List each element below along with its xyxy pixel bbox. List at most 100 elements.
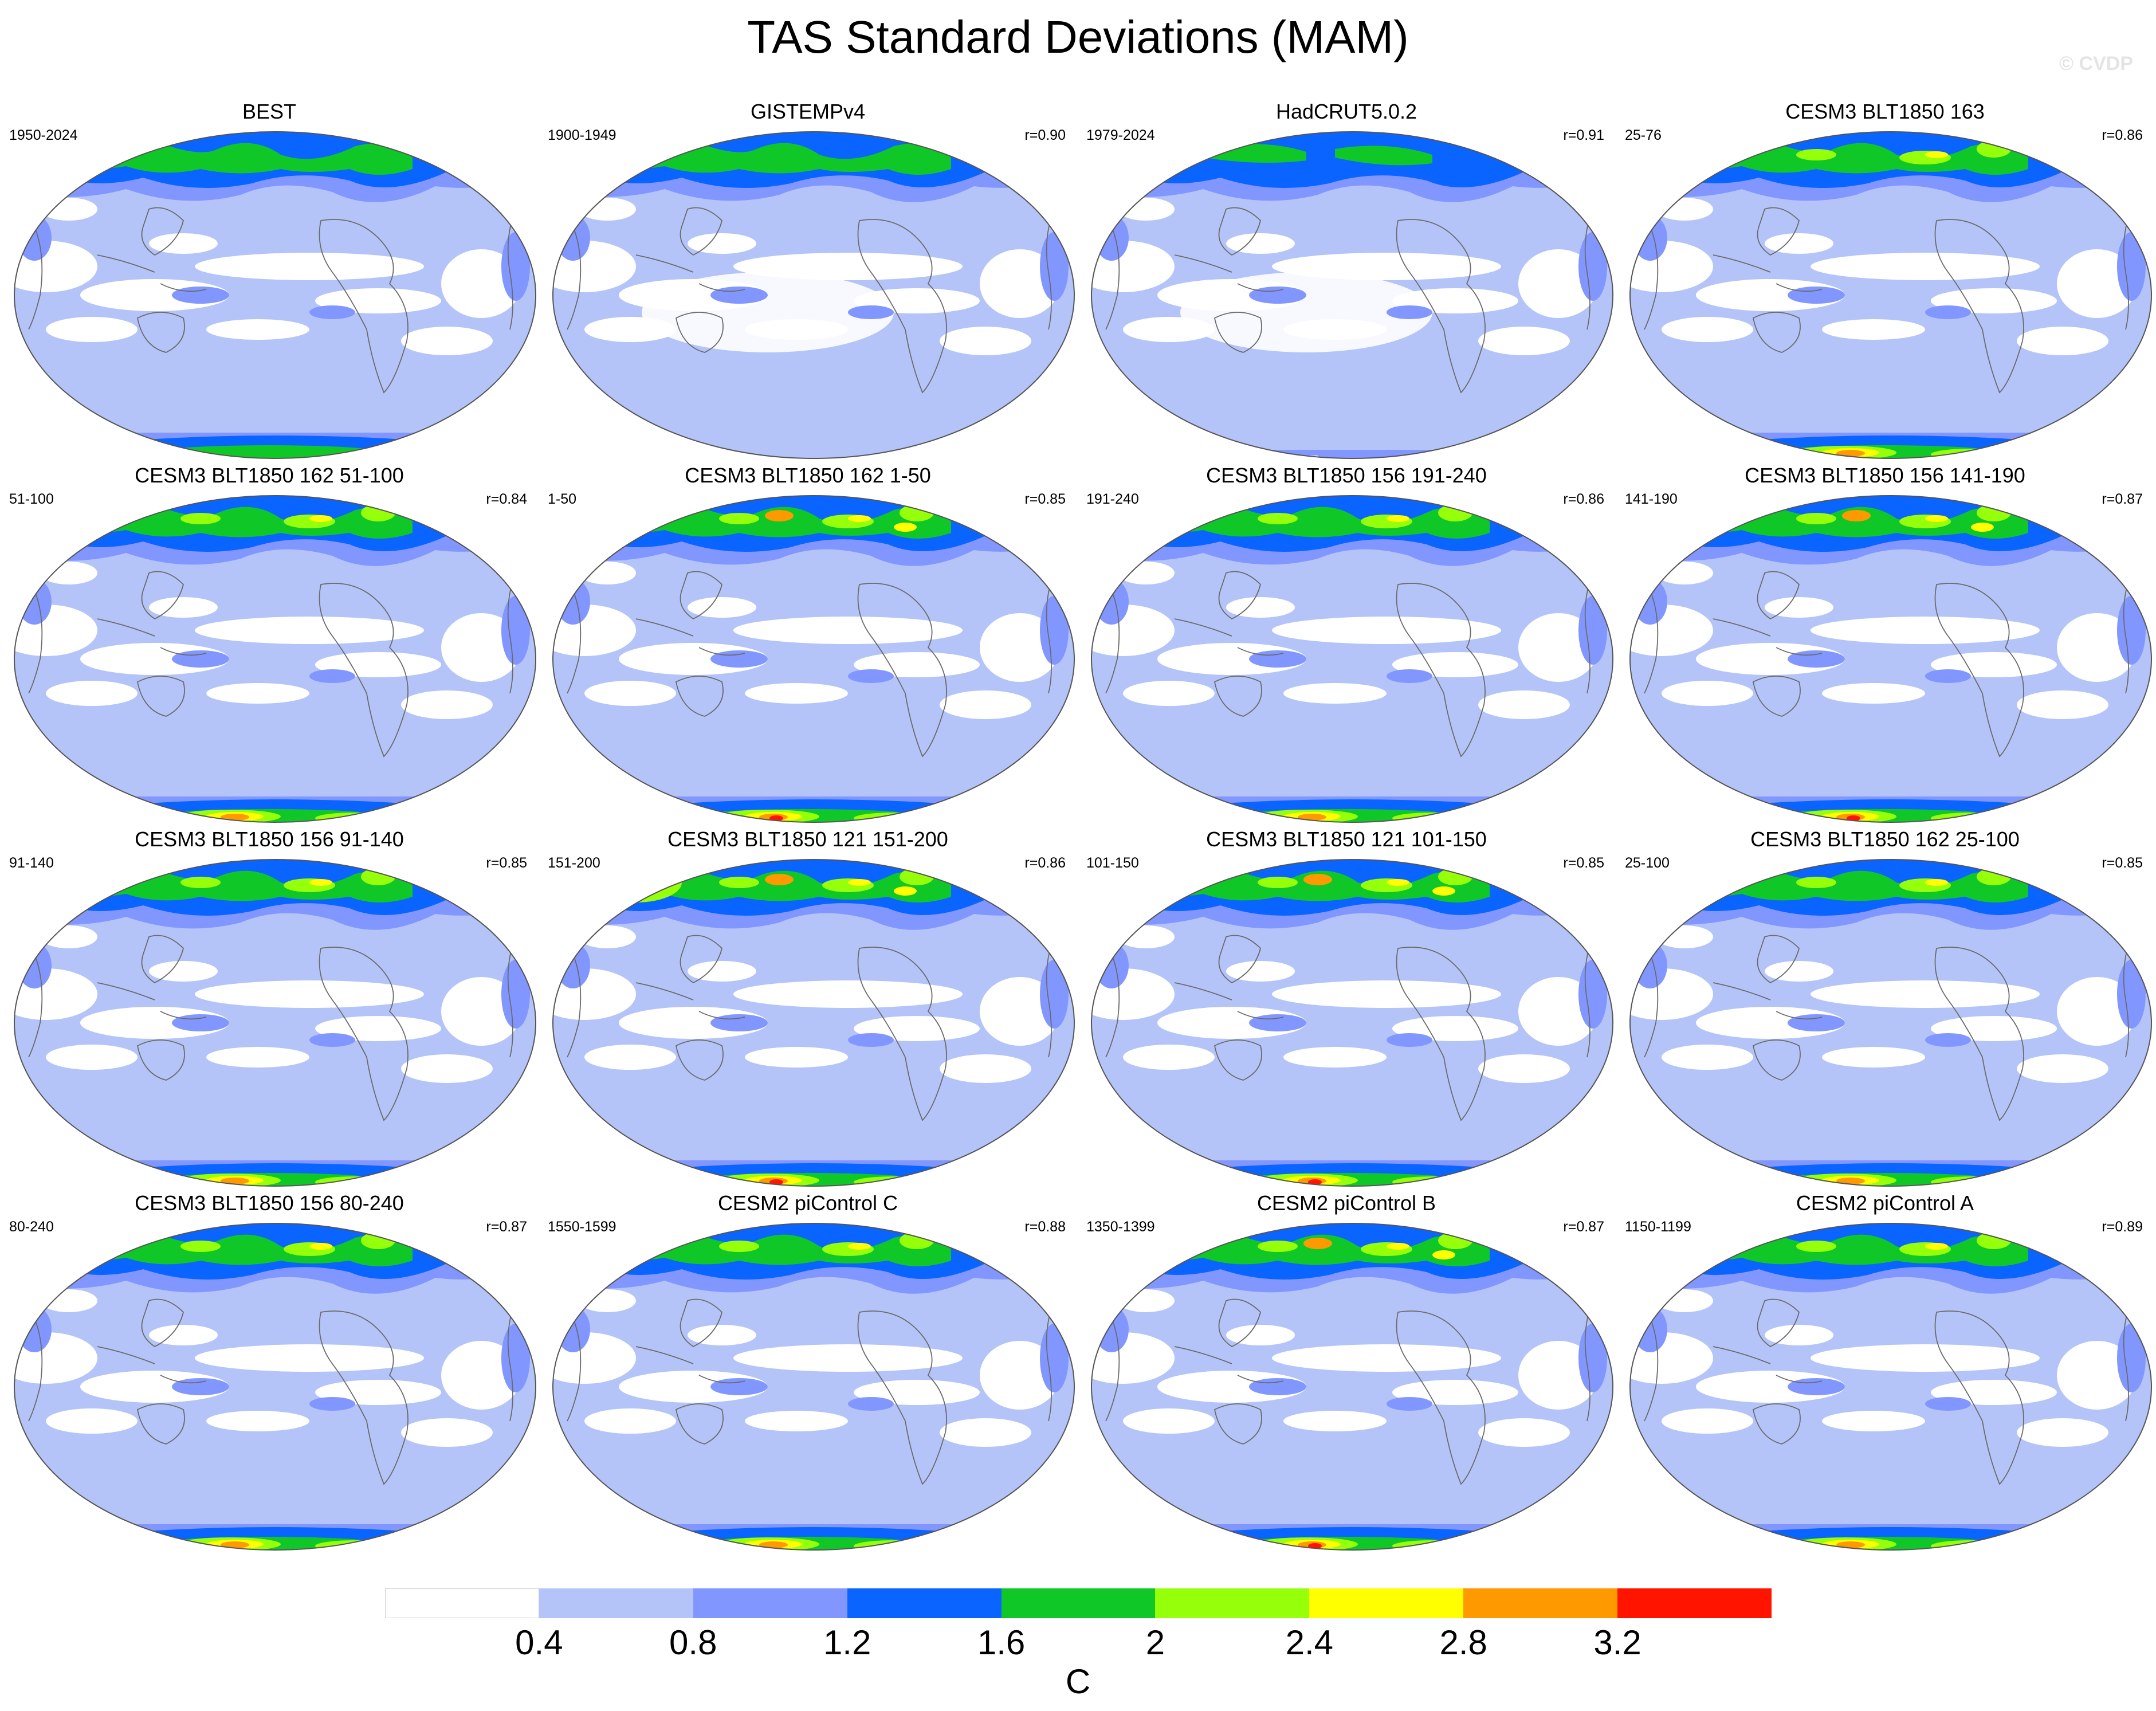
- world-map: [1091, 495, 1613, 823]
- panel-title: CESM3 BLT1850 121 151-200: [667, 827, 948, 851]
- map-panel: CESM3 BLT1850 156 191-240 191-240 r=0.86: [1077, 464, 1616, 831]
- panel-years: 80-240: [9, 1219, 54, 1235]
- world-map: [1091, 859, 1613, 1187]
- colorbar-units-label: C: [1065, 1662, 1091, 1701]
- map-panel: BEST 1950-2024: [0, 100, 539, 467]
- panel-title: CESM3 BLT1850 121 101-150: [1206, 827, 1487, 851]
- world-map: [1091, 131, 1613, 459]
- panel-correlation: r=0.85: [2102, 855, 2143, 871]
- panel-years: 25-76: [1625, 127, 1662, 143]
- panel-correlation: r=0.91: [1563, 127, 1604, 143]
- panel-title: CESM3 BLT1850 162 1-50: [685, 464, 931, 487]
- panel-years: 1979-2024: [1086, 127, 1155, 143]
- panel-title: CESM3 BLT1850 162 25-100: [1750, 827, 2020, 851]
- panel-title: CESM3 BLT1850 156 91-140: [135, 827, 404, 851]
- world-map: [1091, 1223, 1613, 1551]
- colorbar-tick-label: 0.4: [515, 1623, 563, 1662]
- panel-correlation: r=0.85: [1563, 855, 1604, 871]
- colorbar-swatch: [1309, 1588, 1464, 1618]
- world-map: [1629, 859, 2152, 1187]
- panel-title: CESM2 piControl C: [717, 1191, 898, 1215]
- map-panel: CESM3 BLT1850 121 151-200 151-200 r=0.86: [539, 828, 1077, 1195]
- panel-years: 25-100: [1625, 855, 1670, 871]
- world-map: [14, 495, 536, 823]
- map-panel: HadCRUT5.0.2 1979-2024 r=0.91: [1077, 100, 1616, 467]
- colorbar-swatch: [1155, 1588, 1310, 1618]
- watermark: © CVDP: [2059, 53, 2133, 74]
- panel-title: HadCRUT5.0.2: [1275, 100, 1417, 123]
- world-map: [552, 131, 1075, 459]
- panel-correlation: r=0.88: [1024, 1219, 1066, 1235]
- map-panel: CESM3 BLT1850 162 1-50 1-50 r=0.85: [539, 464, 1077, 831]
- map-panel: CESM3 BLT1850 162 25-100 25-100 r=0.85: [1616, 828, 2154, 1195]
- panel-correlation: r=0.85: [1024, 491, 1066, 507]
- colorbar-tick-label: 2.4: [1285, 1623, 1334, 1662]
- colorbar-swatch: [385, 1588, 539, 1618]
- colorbar-tick-label: 1.2: [823, 1623, 871, 1662]
- colorbar-tick-label: 2.8: [1439, 1623, 1487, 1662]
- panel-correlation: r=0.87: [486, 1219, 527, 1235]
- panel-years: 1350-1399: [1086, 1219, 1155, 1235]
- world-map: [552, 1223, 1075, 1551]
- panel-title: CESM3 BLT1850 156 80-240: [135, 1191, 404, 1215]
- panel-years: 1900-1949: [548, 127, 616, 143]
- map-panel: CESM3 BLT1850 162 51-100 51-100 r=0.84: [0, 464, 539, 831]
- panel-correlation: r=0.84: [486, 491, 527, 507]
- colorbar-swatch: [539, 1588, 693, 1618]
- colorbar-swatch: [1463, 1588, 1618, 1618]
- map-panel: CESM3 BLT1850 121 101-150 101-150 r=0.85: [1077, 828, 1616, 1195]
- panel-years: 1950-2024: [9, 127, 78, 143]
- panel-years: 101-150: [1086, 855, 1139, 871]
- panel-years: 1-50: [548, 491, 577, 507]
- world-map: [1629, 1223, 2152, 1551]
- panel-correlation: r=0.86: [1024, 855, 1066, 871]
- colorbar-tick-label: 0.8: [669, 1623, 717, 1662]
- panel-years: 91-140: [9, 855, 54, 871]
- map-panel: CESM3 BLT1850 156 80-240 80-240 r=0.87: [0, 1192, 539, 1559]
- panel-title: CESM2 piControl A: [1796, 1191, 1974, 1215]
- panel-correlation: r=0.87: [1563, 1219, 1604, 1235]
- panel-title: CESM3 BLT1850 163: [1785, 100, 1985, 123]
- colorbar-swatch: [1001, 1588, 1156, 1618]
- map-panel: CESM3 BLT1850 163 25-76 r=0.86: [1616, 100, 2154, 467]
- world-map: [552, 859, 1075, 1187]
- panel-title: CESM3 BLT1850 162 51-100: [135, 464, 404, 487]
- map-panel: CESM3 BLT1850 156 141-190 141-190 r=0.87: [1616, 464, 2154, 831]
- world-map: [552, 495, 1075, 823]
- panel-grid: BEST 1950-2024 GISTEMPv4 1900-1949 r=0.90 Had…: [0, 100, 2154, 1559]
- panel-title: CESM2 piControl B: [1256, 1191, 1436, 1215]
- map-panel: CESM3 BLT1850 156 91-140 91-140 r=0.85: [0, 828, 539, 1195]
- map-panel: CESM2 piControl C 1550-1599 r=0.88: [539, 1192, 1077, 1559]
- panel-correlation: r=0.86: [2102, 127, 2143, 143]
- panel-years: 1150-1199: [1625, 1219, 1691, 1235]
- world-map: [14, 1223, 536, 1551]
- panel-title: CESM3 BLT1850 156 141-190: [1745, 464, 2025, 487]
- world-map: [14, 131, 536, 459]
- colorbar-swatch: [847, 1588, 1002, 1618]
- panel-correlation: r=0.89: [2102, 1219, 2143, 1235]
- panel-title: BEST: [242, 100, 297, 123]
- colorbar-tick-label: 2: [1145, 1623, 1165, 1662]
- panel-title: CESM3 BLT1850 156 191-240: [1206, 464, 1487, 487]
- panel-years: 191-240: [1086, 491, 1139, 507]
- map-panel: CESM2 piControl B 1350-1399 r=0.87: [1077, 1192, 1616, 1559]
- panel-years: 141-190: [1625, 491, 1678, 507]
- world-map: [1629, 495, 2152, 823]
- page-title: TAS Standard Deviations (MAM): [747, 11, 1409, 62]
- colorbar-tick-label: 3.2: [1593, 1623, 1641, 1662]
- panel-title: GISTEMPv4: [750, 100, 866, 123]
- world-map: [14, 859, 536, 1187]
- colorbar-swatch: [1617, 1588, 1772, 1618]
- map-panel: CESM2 piControl A 1150-1199 r=0.89: [1616, 1192, 2154, 1559]
- panel-correlation: r=0.87: [2102, 491, 2143, 507]
- world-map: [1629, 131, 2152, 459]
- panel-correlation: r=0.85: [486, 855, 527, 871]
- colorbar: [385, 1588, 1772, 1618]
- panel-years: 1550-1599: [548, 1219, 616, 1235]
- panel-correlation: r=0.86: [1563, 491, 1604, 507]
- colorbar-swatch: [693, 1588, 847, 1618]
- panel-years: 51-100: [9, 491, 54, 507]
- colorbar-tick-label: 1.6: [977, 1623, 1026, 1662]
- panel-correlation: r=0.90: [1024, 127, 1066, 143]
- map-panel: GISTEMPv4 1900-1949 r=0.90: [539, 100, 1077, 467]
